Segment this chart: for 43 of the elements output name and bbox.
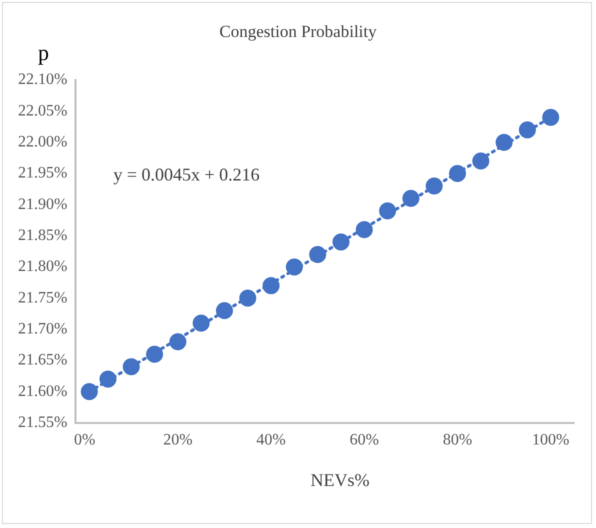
point: [169, 333, 186, 350]
y-tick-label: 21.90%: [18, 196, 68, 213]
annotation: y = 0.0045x + 0.216: [113, 164, 260, 185]
point: [146, 346, 164, 363]
point: [379, 202, 396, 220]
y-tick-label: 22.10%: [18, 71, 68, 88]
x-tick-label: 40%: [256, 432, 286, 449]
y-axis-title: p: [38, 40, 49, 66]
point: [496, 134, 513, 151]
point: [426, 177, 443, 194]
point: [309, 246, 326, 264]
x-tick-label: 20%: [163, 432, 193, 449]
point: [262, 277, 280, 294]
x-tick-label: 0%: [74, 432, 96, 449]
y-tick-label: 21.95%: [18, 164, 68, 182]
x-tick-label: 100%: [532, 432, 570, 449]
point: [542, 108, 560, 126]
y-tick-label: 21.85%: [18, 227, 68, 244]
y-tick-label: 21.60%: [18, 382, 68, 400]
y-tick-label: 22.05%: [18, 102, 68, 120]
y-tick-label: 21.65%: [18, 352, 68, 369]
y-tick-label: 21.70%: [18, 320, 68, 338]
point: [99, 370, 116, 388]
x-axis-title: NEVs%: [310, 470, 370, 491]
y-tick-label: 21.80%: [18, 258, 68, 276]
x-tick-label: 60%: [350, 432, 379, 449]
y-tick-label: 22.00%: [18, 134, 68, 151]
chart-title: Congestion Probability: [219, 22, 377, 41]
point: [216, 302, 233, 320]
point: [122, 358, 140, 376]
x-tick-label: 80%: [442, 432, 472, 449]
y-tick-label: 21.55%: [18, 414, 68, 432]
y-tick-label: 21.75%: [18, 289, 68, 306]
point: [356, 221, 373, 238]
point: [472, 152, 490, 170]
point: [239, 290, 256, 307]
point: [448, 164, 466, 182]
point: [518, 121, 536, 138]
point: [192, 314, 210, 332]
point: [402, 190, 420, 207]
point: [80, 383, 98, 400]
point: [332, 234, 350, 251]
point: [286, 258, 303, 276]
